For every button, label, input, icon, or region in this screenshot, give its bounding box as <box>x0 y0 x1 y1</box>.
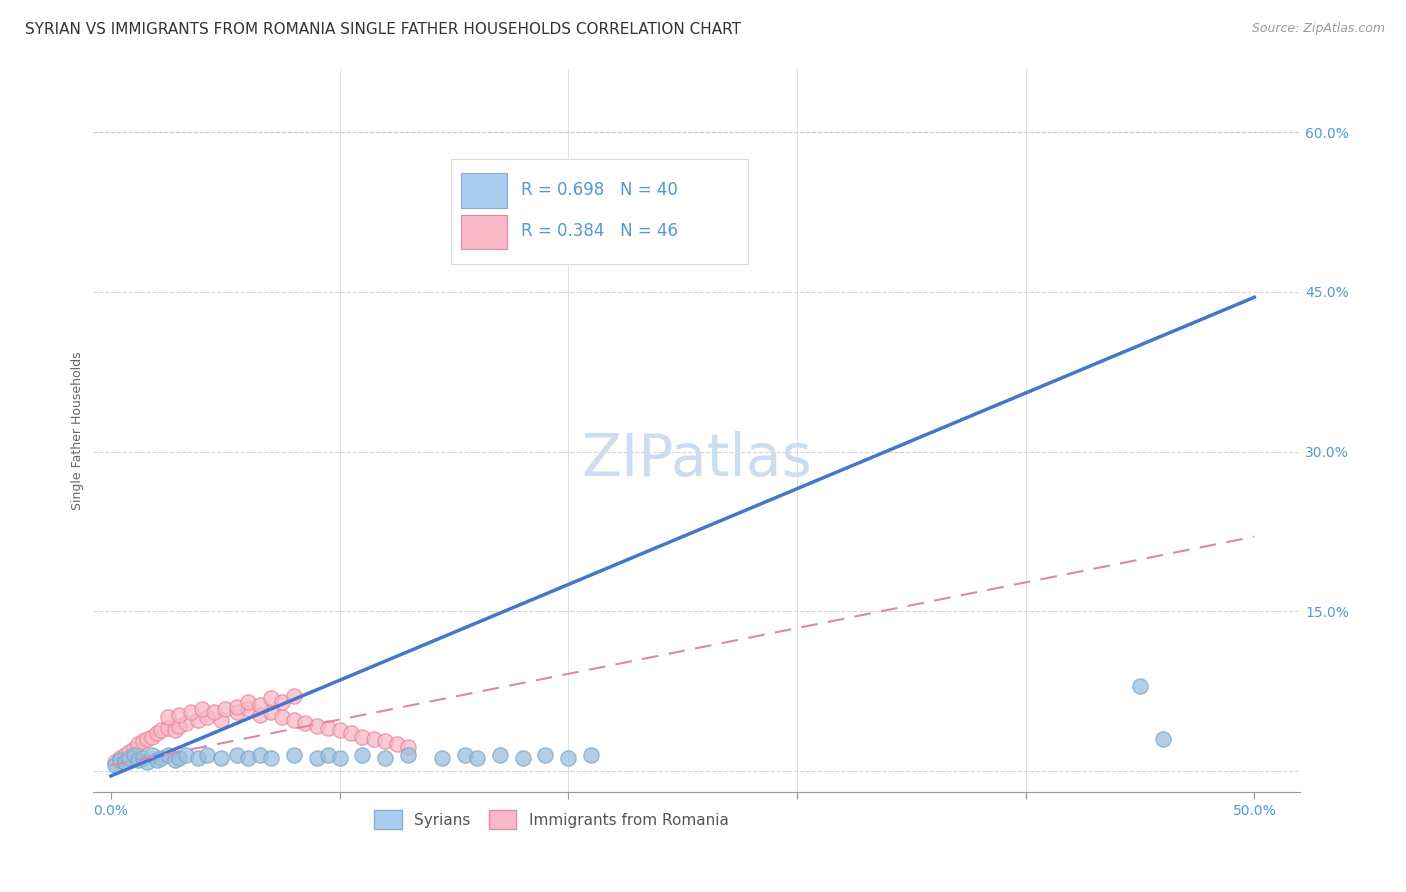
Point <box>305 719 328 733</box>
FancyBboxPatch shape <box>461 215 506 250</box>
Point <box>271 694 294 708</box>
Point <box>176 747 198 762</box>
Point <box>104 755 127 769</box>
Point <box>488 747 510 762</box>
FancyBboxPatch shape <box>461 173 506 208</box>
Point <box>169 751 191 765</box>
Point <box>374 751 396 765</box>
Point <box>352 730 374 744</box>
Point <box>225 747 247 762</box>
Point <box>114 755 136 769</box>
Point <box>271 710 294 724</box>
Point <box>187 751 209 765</box>
Point <box>249 698 271 712</box>
FancyBboxPatch shape <box>451 159 748 264</box>
Point <box>534 747 557 762</box>
Point <box>141 730 163 744</box>
Point <box>225 699 247 714</box>
Point <box>557 227 579 241</box>
Point <box>579 747 602 762</box>
Point <box>340 726 363 740</box>
Point <box>557 751 579 765</box>
Point <box>108 753 131 767</box>
Legend: Syrians, Immigrants from Romania: Syrians, Immigrants from Romania <box>368 804 734 835</box>
Point <box>1152 731 1174 746</box>
Point <box>260 705 283 719</box>
Point <box>283 713 305 727</box>
Point <box>163 723 186 738</box>
Point <box>169 719 191 733</box>
Point <box>191 702 214 716</box>
Point <box>122 747 145 762</box>
Point <box>214 702 236 716</box>
Point <box>176 715 198 730</box>
Point <box>432 751 454 765</box>
Point <box>260 691 283 706</box>
Point <box>180 705 202 719</box>
Point <box>236 751 259 765</box>
Point <box>157 747 180 762</box>
Point <box>132 734 155 748</box>
Point <box>396 747 419 762</box>
Point <box>283 747 305 762</box>
Point <box>108 751 131 765</box>
Point <box>363 731 385 746</box>
Point <box>465 751 488 765</box>
Point <box>305 751 328 765</box>
Point <box>150 723 173 738</box>
Point <box>150 751 173 765</box>
Point <box>145 753 167 767</box>
Point <box>169 708 191 723</box>
Point <box>294 715 316 730</box>
Point <box>157 710 180 724</box>
Text: Source: ZipAtlas.com: Source: ZipAtlas.com <box>1251 22 1385 36</box>
Point <box>136 731 159 746</box>
Point <box>118 751 141 765</box>
Point <box>236 694 259 708</box>
Text: R = 0.698   N = 40: R = 0.698 N = 40 <box>522 181 678 199</box>
Point <box>374 734 396 748</box>
Point <box>187 713 209 727</box>
Point <box>329 751 352 765</box>
Point <box>127 737 149 751</box>
Point <box>118 745 141 759</box>
Point <box>202 705 225 719</box>
Point <box>283 690 305 704</box>
Point <box>157 721 180 735</box>
Point <box>122 742 145 756</box>
Point <box>145 726 167 740</box>
Point <box>352 747 374 762</box>
Point <box>195 710 218 724</box>
Point <box>396 740 419 755</box>
Point <box>104 758 127 772</box>
Text: ZIPatlas: ZIPatlas <box>581 431 811 488</box>
Point <box>132 751 155 765</box>
Point <box>249 747 271 762</box>
Point <box>249 708 271 723</box>
Point <box>385 737 408 751</box>
Point <box>209 751 232 765</box>
Point <box>260 751 283 765</box>
Point <box>316 721 339 735</box>
Point <box>163 753 186 767</box>
Text: SYRIAN VS IMMIGRANTS FROM ROMANIA SINGLE FATHER HOUSEHOLDS CORRELATION CHART: SYRIAN VS IMMIGRANTS FROM ROMANIA SINGLE… <box>25 22 741 37</box>
Point <box>114 747 136 762</box>
Point <box>136 755 159 769</box>
Text: R = 0.384   N = 46: R = 0.384 N = 46 <box>522 222 678 240</box>
Point <box>195 747 218 762</box>
Point <box>316 747 339 762</box>
Point <box>225 705 247 719</box>
Point <box>236 702 259 716</box>
Point <box>127 753 149 767</box>
Point <box>454 747 477 762</box>
Point <box>141 747 163 762</box>
Point <box>329 723 352 738</box>
Point <box>512 751 534 765</box>
Point <box>209 713 232 727</box>
Point <box>1129 679 1152 693</box>
Y-axis label: Single Father Households: Single Father Households <box>72 351 84 509</box>
